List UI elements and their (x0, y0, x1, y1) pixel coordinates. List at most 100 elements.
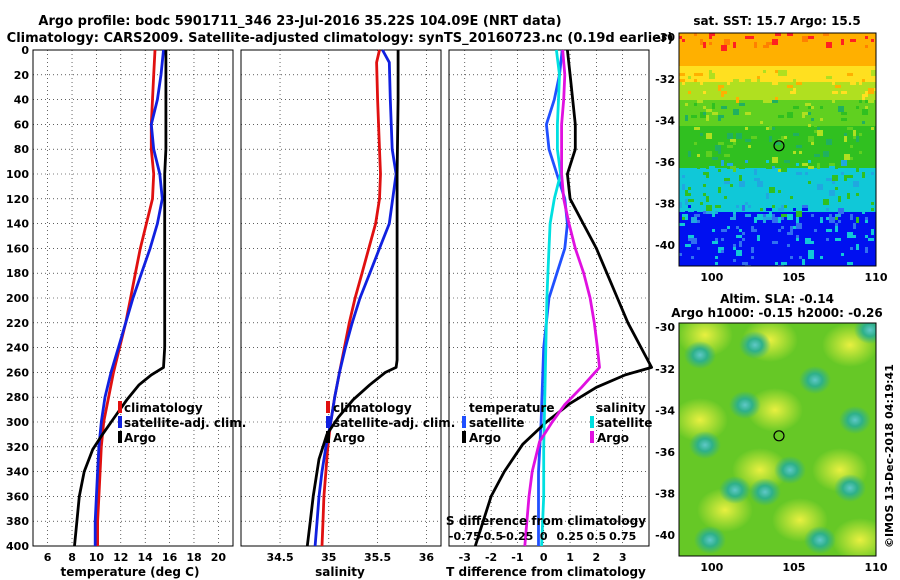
sst-pixel (844, 136, 847, 142)
sst-pixel (721, 88, 724, 91)
sst-pixel (859, 82, 862, 85)
sst-pixel (769, 136, 772, 142)
sst-pixel (763, 100, 769, 103)
sst-pixel (826, 220, 829, 223)
sst-pixel (787, 85, 793, 88)
sst-pixel (721, 45, 727, 51)
sst-pixel (850, 145, 853, 148)
sst-pixel (682, 214, 688, 217)
sst-pixel (733, 211, 736, 214)
sst-pixel (709, 70, 712, 73)
sst-pixel (727, 145, 733, 148)
sst-pixel (730, 118, 736, 121)
sst-pixel (724, 154, 730, 157)
temperature-axis-label: temperature (deg C) (61, 565, 200, 579)
sst-pixel (724, 181, 730, 184)
sst-map-image (679, 33, 876, 266)
sst-pixel (721, 250, 724, 253)
sst-pixel (859, 151, 862, 154)
sst-pixel (739, 175, 742, 181)
sst-pixel (682, 39, 685, 42)
sst-pixel (736, 205, 739, 208)
sst-pixel (802, 163, 808, 166)
sst-pixel (751, 91, 757, 94)
sst-pixel (784, 205, 787, 208)
sst-pixel (733, 79, 739, 82)
sst-pixel (727, 166, 730, 169)
sst-pixel (766, 160, 769, 163)
difference-legend: temperature satellite Argo salinity sate… (462, 401, 652, 445)
map-x-tick-label: 105 (782, 561, 805, 574)
sst-pixel (814, 124, 817, 127)
sst-pixel (679, 253, 682, 256)
sst-pixel (697, 166, 700, 169)
sst-pixel (745, 139, 751, 142)
sst-pixel (772, 214, 775, 217)
sst-pixel (871, 229, 874, 235)
sst-pixel (742, 232, 745, 235)
sla-low-blob (684, 341, 716, 369)
sst-pixel (772, 157, 778, 163)
sst-pixel (826, 217, 829, 220)
sst-pixel (835, 163, 838, 169)
sst-pixel (778, 208, 784, 211)
sst-pixel (793, 79, 796, 85)
sst-pixel (829, 163, 835, 166)
sst-pixel (766, 42, 772, 45)
sst-pixel (847, 73, 853, 76)
depth-tick-label: 200 (6, 292, 29, 305)
map-x-tick-label: 100 (700, 271, 723, 284)
sla-low-blob (694, 526, 726, 554)
sst-pixel (796, 211, 802, 214)
sst-pixel (796, 208, 799, 211)
sst-pixel (694, 187, 700, 193)
sst-pixel (688, 199, 694, 202)
sst-pixel (706, 115, 709, 121)
sst-pixel (748, 142, 754, 145)
map-y-tick-label: -30 (655, 31, 675, 44)
legend-label-s-argo: Argo (597, 431, 629, 445)
sla-low-blob (854, 323, 876, 344)
sst-pixel (778, 235, 781, 238)
sst-pixel (826, 139, 832, 145)
sst-pixel (751, 175, 754, 181)
sst-pixel (805, 238, 811, 241)
sst-pixel (787, 214, 793, 220)
sst-pixel (811, 142, 814, 145)
sst-pixel (709, 166, 715, 172)
x-tick-label: 0 (540, 551, 548, 564)
sla-map-image (679, 323, 876, 556)
sst-pixel (769, 124, 772, 130)
sst-pixel (784, 187, 790, 190)
sst-pixel (700, 39, 703, 45)
sst-pixel (835, 238, 841, 241)
sst-pixel (757, 79, 760, 82)
sst-pixel (862, 172, 865, 178)
salinity-legend: climatology satellite-adj. clim. Argo (326, 401, 455, 445)
sst-pixel (775, 244, 778, 247)
sst-pixel (697, 82, 700, 88)
sst-pixel (802, 259, 805, 265)
sst-pixel (826, 238, 829, 241)
sst-pixel (703, 193, 706, 196)
sst-pixel (715, 145, 721, 151)
sst-pixel (691, 256, 694, 259)
sst-pixel (769, 250, 772, 253)
sst-pixel (766, 94, 772, 97)
map-y-tick-label: -40 (655, 239, 675, 252)
sst-pixel (781, 136, 784, 139)
legend-label-satellite: satellite-adj. clim. (124, 416, 246, 430)
depth-tick-label: 380 (6, 515, 29, 528)
sst-pixel (700, 133, 703, 136)
sst-pixel (739, 163, 742, 169)
sst-pixel (730, 169, 733, 175)
sst-pixel (823, 199, 829, 205)
sst-pixel (853, 256, 856, 262)
sst-pixel (823, 151, 829, 157)
sla-map-title-1: Altim. SLA: -0.14 (720, 292, 834, 306)
sst-pixel (826, 178, 829, 181)
sst-pixel (829, 178, 832, 181)
sst-pixel (763, 70, 766, 73)
sst-pixel (865, 91, 868, 97)
sst-pixel (766, 208, 772, 211)
